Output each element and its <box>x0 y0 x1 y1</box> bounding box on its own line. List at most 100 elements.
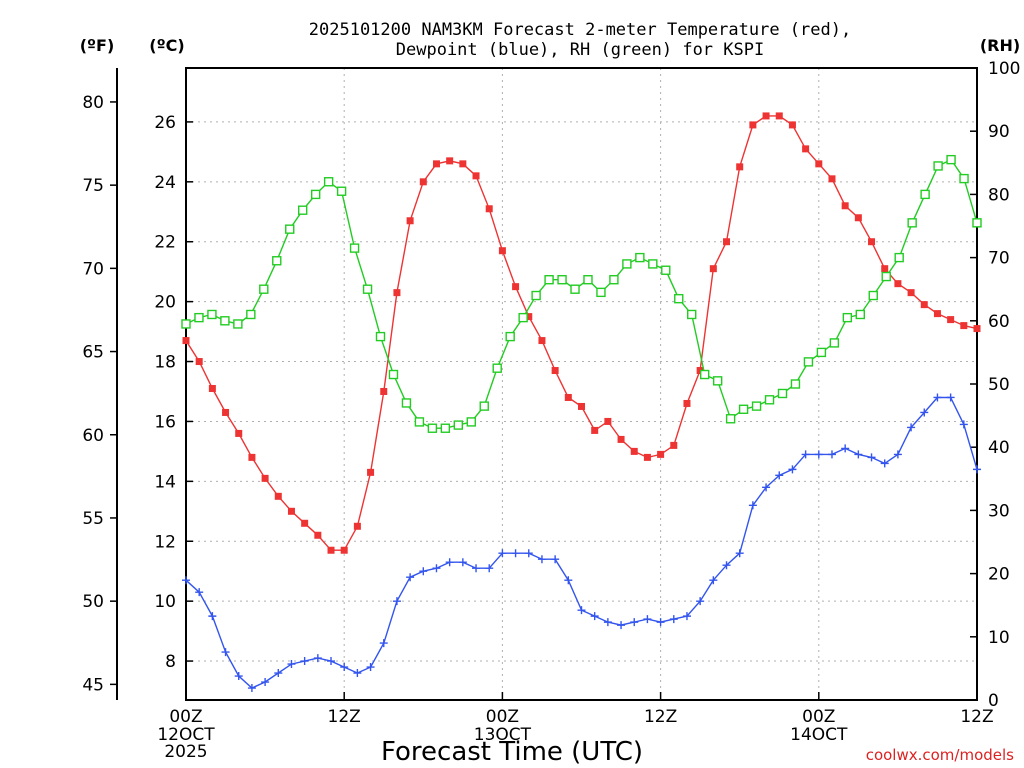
x-tick-label: 00Z <box>486 707 519 727</box>
rh-point <box>194 312 204 323</box>
temperature-point <box>802 145 810 153</box>
rh-point <box>349 243 360 253</box>
series-3 <box>181 154 982 433</box>
dewpoint-point <box>854 450 863 459</box>
temperature-point <box>762 112 770 120</box>
celsius-tick-label: 20 <box>154 293 176 313</box>
dewpoint-point <box>656 618 665 627</box>
temperature-point <box>406 217 414 225</box>
dewpoint-point <box>458 558 467 567</box>
dewpoint-point <box>973 465 981 474</box>
x-tick-date-label: 13OCT <box>474 725 532 745</box>
rh-point <box>518 312 528 323</box>
temperature-point <box>525 313 533 321</box>
dewpoint-point <box>524 549 533 558</box>
celsius-unit-label: (ºC) <box>149 36 184 55</box>
x-tick-label: 12Z <box>960 707 993 727</box>
dewpoint-point <box>537 555 546 564</box>
rh-point <box>375 331 386 342</box>
rh-point <box>427 423 438 433</box>
temperature-point <box>591 426 599 434</box>
rh-point <box>246 309 256 320</box>
rh-tick-label: 30 <box>988 501 1010 521</box>
rh-point <box>907 218 917 228</box>
dewpoint-point <box>287 660 296 669</box>
temperature-point <box>657 450 665 458</box>
rh-point <box>466 417 476 427</box>
rh-unit-label: (RH) <box>980 36 1020 55</box>
dewpoint-point <box>340 663 349 672</box>
dewpoint-point <box>247 684 256 693</box>
temperature-point <box>709 265 717 273</box>
temperature-point <box>841 202 849 210</box>
rh-point <box>285 224 295 234</box>
x-tick-date-label: 12OCT <box>157 725 215 745</box>
rh-point <box>181 319 191 329</box>
dewpoint-point <box>195 588 204 597</box>
temperature-point <box>380 387 388 395</box>
temperature-point <box>868 238 876 246</box>
celsius-tick-label: 10 <box>154 592 176 612</box>
dewpoint-point <box>208 612 217 621</box>
temperature-point <box>643 453 651 461</box>
rh-point <box>609 275 619 285</box>
dewpoint-point <box>472 564 481 573</box>
dewpoint-point <box>709 576 718 585</box>
fahrenheit-tick-label: 65 <box>82 343 104 363</box>
series-line <box>185 115 978 551</box>
temperature-point <box>235 429 243 437</box>
dewpoint-point <box>788 465 797 474</box>
x-axis-title: Forecast Time (UTC) <box>381 737 643 767</box>
dewpoint-point <box>221 648 230 657</box>
rh-point <box>401 398 412 408</box>
temperature-point <box>459 160 467 168</box>
dewpoint-point <box>959 420 968 429</box>
x-tick-date-label: 14OCT <box>790 725 848 745</box>
temperature-point <box>261 474 269 482</box>
temperature-point <box>248 453 256 461</box>
rh-point <box>479 401 489 411</box>
x-tick-label: 12Z <box>644 707 677 727</box>
rh-tick-label: 40 <box>988 438 1010 458</box>
rh-point <box>453 420 464 430</box>
rh-point <box>829 338 840 348</box>
dewpoint-point <box>827 450 836 459</box>
temperature-point <box>933 310 941 318</box>
rh-point <box>842 312 853 323</box>
temperature-point <box>538 337 546 345</box>
rh-point <box>596 287 606 298</box>
rh-point <box>544 275 554 285</box>
dewpoint-point <box>630 618 639 627</box>
rh-point <box>362 284 373 294</box>
dewpoint-point <box>920 408 929 417</box>
temperature-point <box>327 546 335 554</box>
temperature-point <box>578 402 585 410</box>
dewpoint-point <box>946 393 955 402</box>
temperature-point <box>881 265 889 273</box>
dewpoint-point <box>406 573 415 582</box>
rh-point <box>323 177 334 187</box>
temperature-point <box>920 301 928 309</box>
x-tick-year-label: 2025 <box>164 742 207 762</box>
temperature-point <box>393 289 401 297</box>
temperature-point <box>195 358 203 366</box>
rh-point <box>661 265 671 275</box>
x-tick-label: 00Z <box>169 707 202 727</box>
dewpoint-point <box>682 612 691 621</box>
rh-point <box>777 388 788 399</box>
temperature-point <box>854 214 862 222</box>
temperature-point <box>287 507 295 515</box>
rh-point <box>505 331 515 342</box>
rh-point <box>635 252 645 263</box>
temperature-point <box>973 325 981 333</box>
rh-point <box>388 369 399 380</box>
dewpoint-point <box>261 678 270 687</box>
rh-point <box>440 423 451 433</box>
dewpoint-point <box>762 483 771 492</box>
temperature-point <box>815 160 823 168</box>
temperature-point <box>683 399 691 407</box>
dewpoint-point <box>735 549 744 558</box>
temperature-point <box>960 322 968 330</box>
dewpoint-point <box>933 393 942 402</box>
dewpoint-point <box>485 564 494 573</box>
